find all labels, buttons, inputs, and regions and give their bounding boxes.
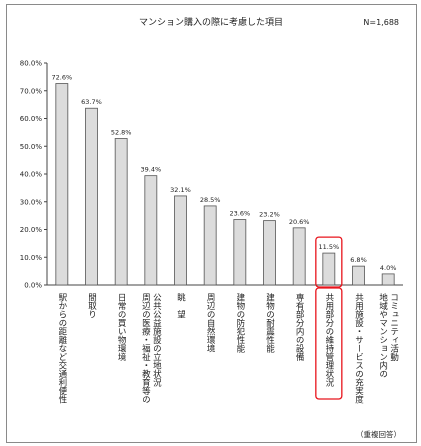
bar (203, 205, 217, 286)
data-label: 23.6% (230, 210, 251, 218)
highlight-box-label (315, 287, 343, 400)
sample-size-note: N=1,688 (363, 18, 399, 27)
y-tick-label: 20.0% (20, 226, 43, 234)
data-labels-group: 72.6% 63.7% 52.8% 39.4% 32.1% 28.5% 23.6% 23.2%… (52, 74, 397, 272)
category-labels-group: 駅からの距離など交通利便性 間取り 日常の買い物環境 周辺の医療・福祉・教育等の 公共公… (57, 292, 399, 404)
category-label: 地域やマンション内の (378, 292, 388, 378)
bars-group (55, 83, 395, 400)
category-label: 周辺の自然環境 (205, 293, 215, 353)
bar (233, 219, 247, 286)
y-axis: 0.0% 10.0% 20.0% 30.0% 40.0% 50.0% 60.0% 70.0% 8… (20, 60, 403, 290)
bar (144, 175, 158, 286)
y-tick-label: 60.0% (20, 115, 43, 123)
category-label: 建物の防犯性能 (235, 292, 245, 353)
data-label: 23.2% (259, 211, 280, 219)
data-label: 11.5% (319, 243, 340, 251)
category-label: 建物の耐震性能 (265, 292, 275, 353)
highlight-box-bar (315, 236, 343, 288)
y-tick-label: 50.0% (20, 143, 43, 151)
category-label: 周辺の医療・福祉・教育等の (140, 293, 150, 404)
data-label: 4.0% (380, 264, 397, 272)
bar (292, 227, 306, 286)
bar (322, 252, 336, 286)
bar-chart: マンション購入の際に考慮した項目 N=1,688 0.0% 10.0% 20.0% 3… (20, 16, 403, 439)
category-label: 共用施設・サービスの充実度 (354, 293, 364, 404)
data-label: 32.1% (170, 186, 191, 194)
data-label: 63.7% (81, 98, 102, 106)
data-label: 28.5% (200, 196, 221, 204)
category-label: 間取り (87, 293, 97, 319)
chart-title: マンション購入の際に考慮した項目 (139, 16, 283, 28)
footnote: （重複回答） (356, 429, 401, 439)
y-tick-label: 70.0% (20, 87, 43, 95)
category-label: 共用部分の維持管理状況 (324, 293, 334, 387)
data-label: 6.8% (350, 256, 367, 264)
bar (381, 273, 395, 286)
bar (174, 195, 187, 286)
data-label: 39.4% (141, 166, 162, 174)
category-label: 眺 望 (176, 292, 186, 318)
y-tick-label: 30.0% (20, 198, 43, 206)
category-label: 日常の買い物環境 (116, 293, 126, 362)
category-label: 駅からの距離など交通利便性 (57, 293, 67, 404)
data-label: 72.6% (52, 74, 73, 82)
y-tick-label: 40.0% (20, 171, 43, 179)
bar (352, 265, 365, 286)
bar (55, 83, 69, 286)
bar (263, 220, 276, 286)
bar (114, 138, 128, 286)
chart-frame: マンション購入の際に考慮した項目 N=1,688 0.0% 10.0% 20.0% 3… (6, 4, 417, 443)
y-tick-label: 0.0% (24, 282, 42, 290)
category-label: 公共公益施設の立地状況 (151, 293, 161, 387)
data-label: 52.8% (111, 128, 132, 136)
bar (85, 107, 98, 286)
y-tick-label: 80.0% (20, 60, 43, 68)
data-label: 20.6% (289, 218, 310, 226)
category-label: コミュニティ活動 (389, 293, 399, 362)
category-label: 専有部分内の設備 (294, 292, 304, 362)
y-tick-label: 10.0% (20, 254, 43, 262)
